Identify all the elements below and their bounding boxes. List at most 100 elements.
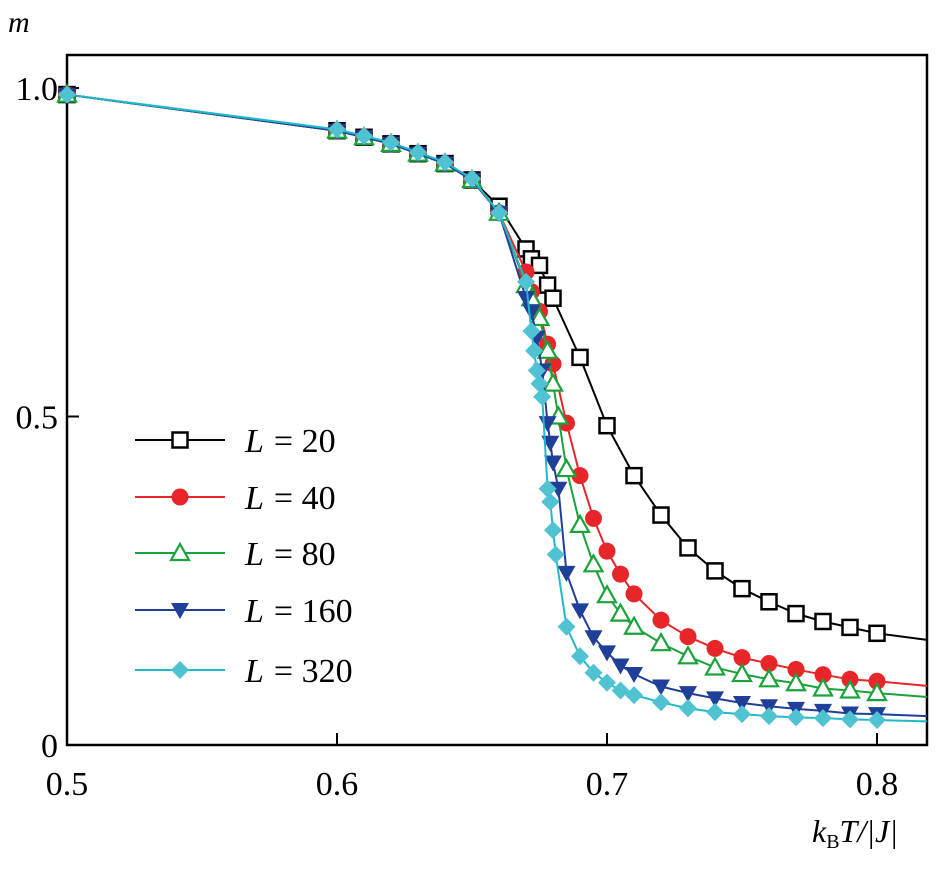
data-point <box>569 513 591 534</box>
data-point <box>706 562 724 580</box>
series-l160 <box>58 87 927 724</box>
data-point <box>868 711 886 730</box>
data-point <box>652 611 670 629</box>
data-point <box>841 710 859 729</box>
data-point <box>733 695 751 712</box>
data-point <box>530 374 549 393</box>
data-point <box>328 120 346 139</box>
data-point <box>536 339 559 359</box>
data-point <box>557 565 576 582</box>
legend-label-var: L <box>244 593 264 630</box>
data-point <box>517 291 535 308</box>
legend-label: L = 20 <box>244 423 336 460</box>
legend-item: L = 320 <box>135 653 353 690</box>
x-axis-label-k: k <box>812 813 827 849</box>
data-point <box>650 631 672 652</box>
data-point <box>814 709 832 728</box>
data-point <box>731 662 753 683</box>
legend-marker <box>171 661 189 679</box>
data-point <box>609 602 632 622</box>
data-point <box>868 624 886 643</box>
data-point <box>760 707 778 726</box>
series-line <box>66 93 928 641</box>
legend-label-value: = 40 <box>274 480 336 517</box>
data-point <box>584 663 603 682</box>
data-point <box>571 603 589 620</box>
data-point <box>490 203 508 222</box>
data-point <box>436 153 454 172</box>
legend-label-var: L <box>244 536 264 573</box>
legend-label-value: = 80 <box>274 536 336 573</box>
data-point <box>555 457 578 478</box>
data-point <box>58 85 76 104</box>
x-tick-label: 0.7 <box>586 766 629 803</box>
data-point <box>585 509 602 527</box>
data-point <box>706 639 724 657</box>
data-point <box>571 348 589 367</box>
series-l20 <box>58 85 928 643</box>
data-point <box>571 647 589 666</box>
data-point <box>866 681 888 702</box>
data-point <box>612 565 629 583</box>
series-l40 <box>58 86 928 690</box>
data-point <box>541 492 560 511</box>
legend-item: L = 80 <box>135 536 336 573</box>
data-point <box>557 617 576 636</box>
data-point <box>625 667 643 684</box>
data-point <box>549 481 568 498</box>
data-point <box>679 628 697 646</box>
plot-frame <box>65 53 929 747</box>
data-point <box>733 579 751 598</box>
data-point <box>787 708 805 727</box>
legend-label-var: L <box>244 480 264 517</box>
data-point <box>625 466 643 485</box>
y-tick-label: 0 <box>41 728 58 765</box>
data-point <box>409 143 427 162</box>
data-point <box>598 542 616 560</box>
legend-marker <box>171 603 189 619</box>
data-point <box>733 649 751 667</box>
x-tick-label: 0.8 <box>856 766 899 803</box>
data-point <box>571 467 589 485</box>
data-point <box>679 686 697 703</box>
x-axis-label-rest: T/|J| <box>840 813 898 849</box>
data-point <box>611 681 630 700</box>
legend-label-var: L <box>244 653 264 690</box>
data-point <box>533 387 552 406</box>
series-l320 <box>58 85 927 730</box>
data-point <box>841 618 859 637</box>
data-point <box>546 545 565 564</box>
legend-label-value: = 320 <box>274 653 353 690</box>
legend-label-value: = 20 <box>274 423 336 460</box>
data-point <box>758 668 780 688</box>
data-point <box>839 679 861 699</box>
data-point <box>598 416 616 435</box>
data-point <box>544 521 562 540</box>
series-line <box>66 93 927 723</box>
legend-label: L = 320 <box>244 653 353 690</box>
data-point <box>760 655 778 673</box>
data-point <box>525 341 544 360</box>
data-point <box>679 539 697 557</box>
data-point <box>382 133 400 152</box>
data-point <box>787 604 805 623</box>
data-point <box>542 372 564 392</box>
data-point <box>868 672 886 690</box>
legend-marker <box>171 431 189 449</box>
legend-label-var: L <box>244 423 264 460</box>
x-tick-label: 0.6 <box>316 766 359 803</box>
data-point <box>652 693 670 712</box>
data-point <box>706 703 724 722</box>
data-point <box>733 705 751 724</box>
data-point <box>596 583 618 604</box>
legend-marker <box>171 488 189 506</box>
x-axis-label: kBT/|J| <box>812 813 898 853</box>
data-point <box>544 455 562 472</box>
data-point <box>625 686 643 705</box>
data-point <box>582 553 605 573</box>
data-point <box>706 691 724 708</box>
y-tick-label: 1.0 <box>16 71 59 108</box>
data-point <box>787 660 805 678</box>
legend-label-value: = 160 <box>274 593 353 630</box>
